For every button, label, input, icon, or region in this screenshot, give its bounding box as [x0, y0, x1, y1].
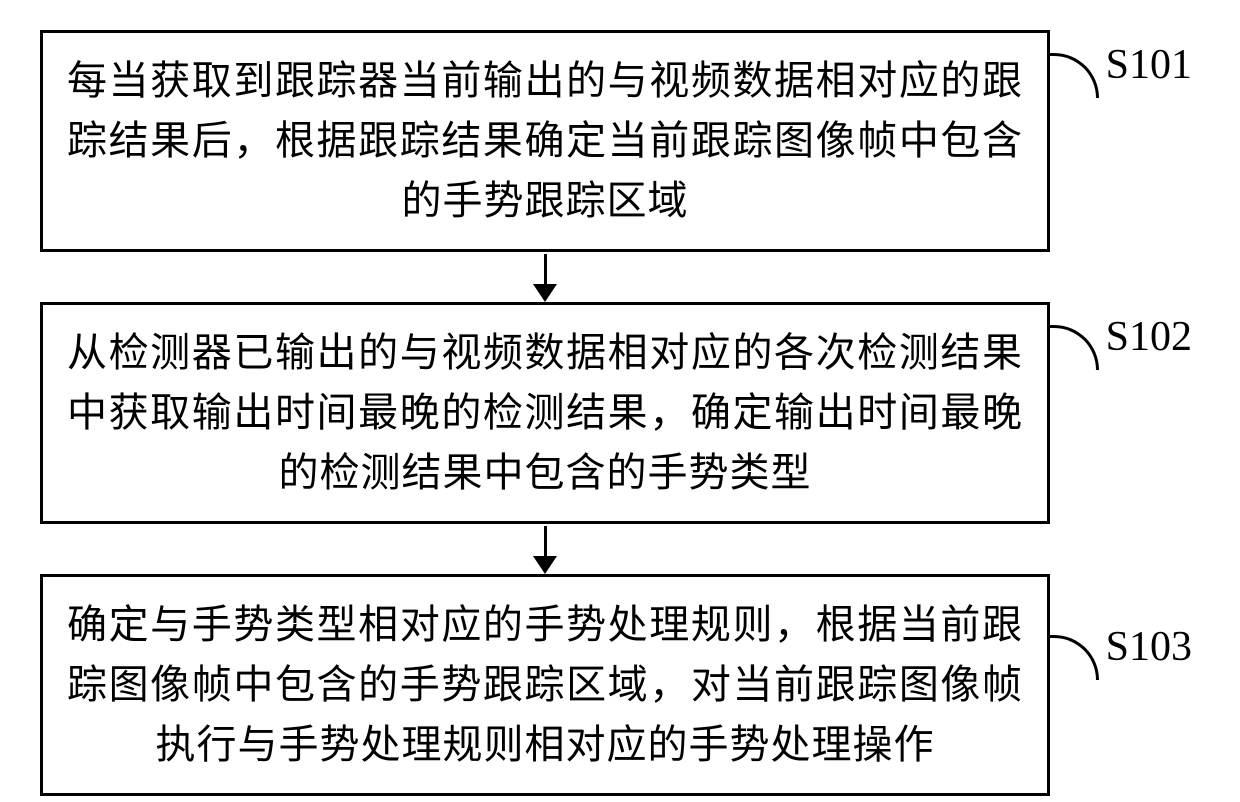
label-connector-2 [1049, 325, 1099, 370]
arrow-2 [40, 524, 1050, 574]
arrow-head-2 [533, 556, 557, 574]
label-connector-3 [1049, 635, 1099, 680]
flowchart-container: 每当获取到跟踪器当前输出的与视频数据相对应的跟踪结果后，根据跟踪结果确定当前跟踪… [40, 30, 1200, 796]
label-connector-1 [1049, 53, 1099, 98]
step-text-1: 每当获取到跟踪器当前输出的与视频数据相对应的跟踪结果后，根据跟踪结果确定当前跟踪… [67, 51, 1023, 231]
arrow-head-1 [533, 284, 557, 302]
step-box-2: 从检测器已输出的与视频数据相对应的各次检测结果中获取输出时间最晚的检测结果，确定… [40, 302, 1050, 524]
step-box-3: 确定与手势类型相对应的手势处理规则，根据当前跟踪图像帧中包含的手势跟踪区域，对当… [40, 574, 1050, 796]
step-label-2: S102 [1106, 313, 1192, 361]
step-text-3: 确定与手势类型相对应的手势处理规则，根据当前跟踪图像帧中包含的手势跟踪区域，对当… [67, 595, 1023, 775]
step-text-2: 从检测器已输出的与视频数据相对应的各次检测结果中获取输出时间最晚的检测结果，确定… [67, 323, 1023, 503]
step-box-1: 每当获取到跟踪器当前输出的与视频数据相对应的跟踪结果后，根据跟踪结果确定当前跟踪… [40, 30, 1050, 252]
step-label-1: S101 [1106, 41, 1192, 89]
step-label-3: S103 [1106, 623, 1192, 671]
arrow-1 [40, 252, 1050, 302]
